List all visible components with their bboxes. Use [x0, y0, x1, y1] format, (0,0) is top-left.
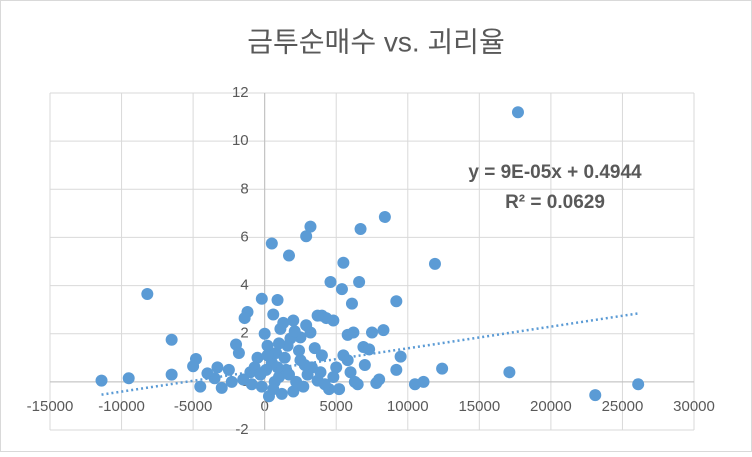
point — [261, 349, 274, 362]
point — [363, 343, 376, 356]
y-tick-label: -2 — [235, 421, 248, 438]
point — [271, 361, 284, 374]
point — [274, 322, 287, 335]
point — [245, 378, 258, 391]
point — [377, 324, 390, 337]
point — [222, 363, 235, 376]
point — [341, 328, 354, 341]
point — [366, 326, 378, 339]
x-tick-label: -5000 — [174, 398, 212, 415]
point — [373, 373, 386, 386]
point — [201, 367, 214, 380]
y-tick-label: 6 — [240, 228, 248, 245]
point — [255, 292, 268, 305]
point — [304, 220, 317, 233]
x-tick-label: 15000 — [458, 398, 500, 415]
point — [324, 275, 337, 288]
point — [327, 371, 340, 384]
x-tick-label: 5000 — [320, 398, 353, 415]
point — [238, 312, 251, 325]
point — [278, 351, 291, 364]
point — [165, 333, 178, 346]
point — [354, 223, 367, 236]
point — [341, 354, 354, 367]
point — [165, 368, 178, 381]
point — [272, 337, 285, 350]
point — [311, 309, 324, 322]
point — [271, 294, 284, 307]
point — [300, 230, 313, 243]
y-tick-label: 12 — [232, 84, 249, 101]
x-tick-label: -10000 — [98, 398, 145, 415]
point — [344, 366, 357, 379]
point — [141, 287, 154, 300]
point — [428, 257, 441, 270]
point — [632, 378, 645, 391]
point — [95, 374, 108, 387]
trendline-equation: y = 9E-05x + 0.4944 — [468, 162, 642, 183]
point — [394, 350, 407, 363]
trendline-r-squared: R² = 0.0629 — [505, 192, 605, 213]
point — [345, 297, 358, 310]
chart-title: 금투순매수 vs. 괴리율 — [247, 26, 504, 57]
point — [251, 351, 264, 364]
point — [293, 344, 306, 357]
point — [327, 314, 340, 327]
point — [288, 325, 301, 338]
point — [258, 327, 271, 340]
point — [211, 361, 224, 374]
point — [315, 349, 328, 362]
point — [267, 308, 280, 321]
x-tick-label: 25000 — [602, 398, 644, 415]
point — [255, 380, 268, 393]
y-tick-label: 2 — [240, 325, 248, 342]
point — [282, 368, 295, 381]
point — [254, 368, 267, 381]
point — [225, 375, 238, 388]
point — [408, 378, 421, 391]
point — [194, 380, 207, 393]
point — [390, 363, 403, 376]
point — [333, 383, 346, 396]
x-tick-label: 20000 — [530, 398, 572, 415]
point — [589, 389, 602, 402]
point — [378, 210, 391, 223]
point — [297, 380, 310, 393]
y-tick-label: 8 — [240, 180, 248, 197]
point — [314, 366, 327, 379]
point — [267, 383, 280, 396]
point — [261, 339, 274, 352]
point — [232, 346, 245, 359]
x-tick-label: -15000 — [27, 398, 74, 415]
point — [265, 237, 278, 250]
point — [287, 314, 300, 327]
point — [337, 256, 350, 269]
point — [304, 326, 317, 339]
point — [358, 359, 371, 372]
trendline — [101, 312, 639, 396]
point — [318, 378, 331, 391]
y-tick-label: 10 — [232, 132, 249, 149]
point — [503, 366, 516, 379]
point — [122, 372, 135, 385]
y-tick-label: 4 — [240, 277, 248, 294]
x-tick-label: 30000 — [673, 398, 715, 415]
point — [353, 275, 366, 288]
point — [287, 385, 300, 398]
point — [511, 106, 524, 119]
point — [215, 381, 228, 394]
point — [187, 360, 200, 373]
point — [348, 375, 361, 388]
point — [330, 361, 343, 374]
x-tick-label: 10000 — [387, 398, 429, 415]
point — [436, 362, 449, 375]
point — [335, 283, 348, 296]
point — [282, 249, 295, 262]
point — [390, 295, 403, 308]
